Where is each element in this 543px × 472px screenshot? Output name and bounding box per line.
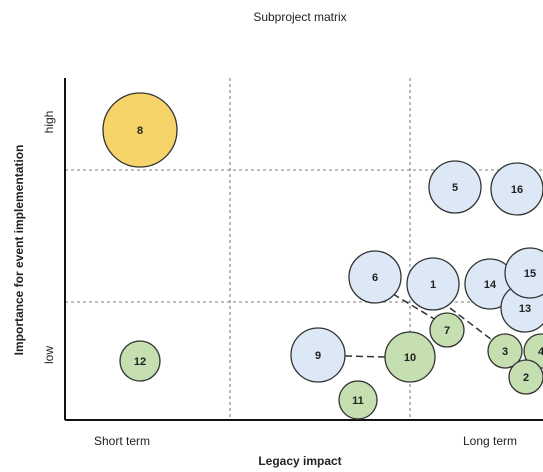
node-label: 15 xyxy=(524,268,536,280)
node xyxy=(406,257,460,311)
node-label: 7 xyxy=(444,325,450,337)
node xyxy=(428,160,482,214)
node-label: 5 xyxy=(452,182,458,194)
node-label: 2 xyxy=(523,372,529,384)
y-axis-label: Importance for event implementation xyxy=(12,145,26,356)
node xyxy=(290,327,346,383)
y-high: high xyxy=(42,111,56,134)
node xyxy=(487,333,523,369)
node-label: 6 xyxy=(372,272,378,284)
node-label: 1 xyxy=(430,279,436,291)
node xyxy=(504,247,543,299)
nodes: 8 5 16 6 1 14 13 15 7 3 4 2 9 10 11 12 xyxy=(102,92,543,420)
x-axis-label: Legacy impact xyxy=(258,454,341,468)
node-label: 3 xyxy=(502,346,508,358)
x-long: Long term xyxy=(463,434,517,448)
node xyxy=(338,380,378,420)
node-label: 4 xyxy=(538,346,543,358)
node-label: 13 xyxy=(519,303,531,315)
node-label: 14 xyxy=(484,279,497,291)
node-label: 16 xyxy=(511,184,523,196)
y-low: low xyxy=(42,346,56,364)
node xyxy=(490,162,543,216)
node-label: 11 xyxy=(352,395,364,407)
link xyxy=(344,355,386,358)
title: Subproject matrix xyxy=(253,10,346,24)
node xyxy=(508,359,543,395)
node-label: 10 xyxy=(404,352,416,364)
x-short: Short term xyxy=(94,434,150,448)
node xyxy=(119,340,161,382)
node-label: 9 xyxy=(315,350,321,362)
link xyxy=(392,293,437,321)
node-label: 8 xyxy=(137,125,143,137)
node xyxy=(429,312,465,348)
node-label: 12 xyxy=(134,356,146,368)
node xyxy=(384,331,436,383)
link xyxy=(449,307,493,341)
node xyxy=(348,250,402,304)
node xyxy=(102,92,178,168)
